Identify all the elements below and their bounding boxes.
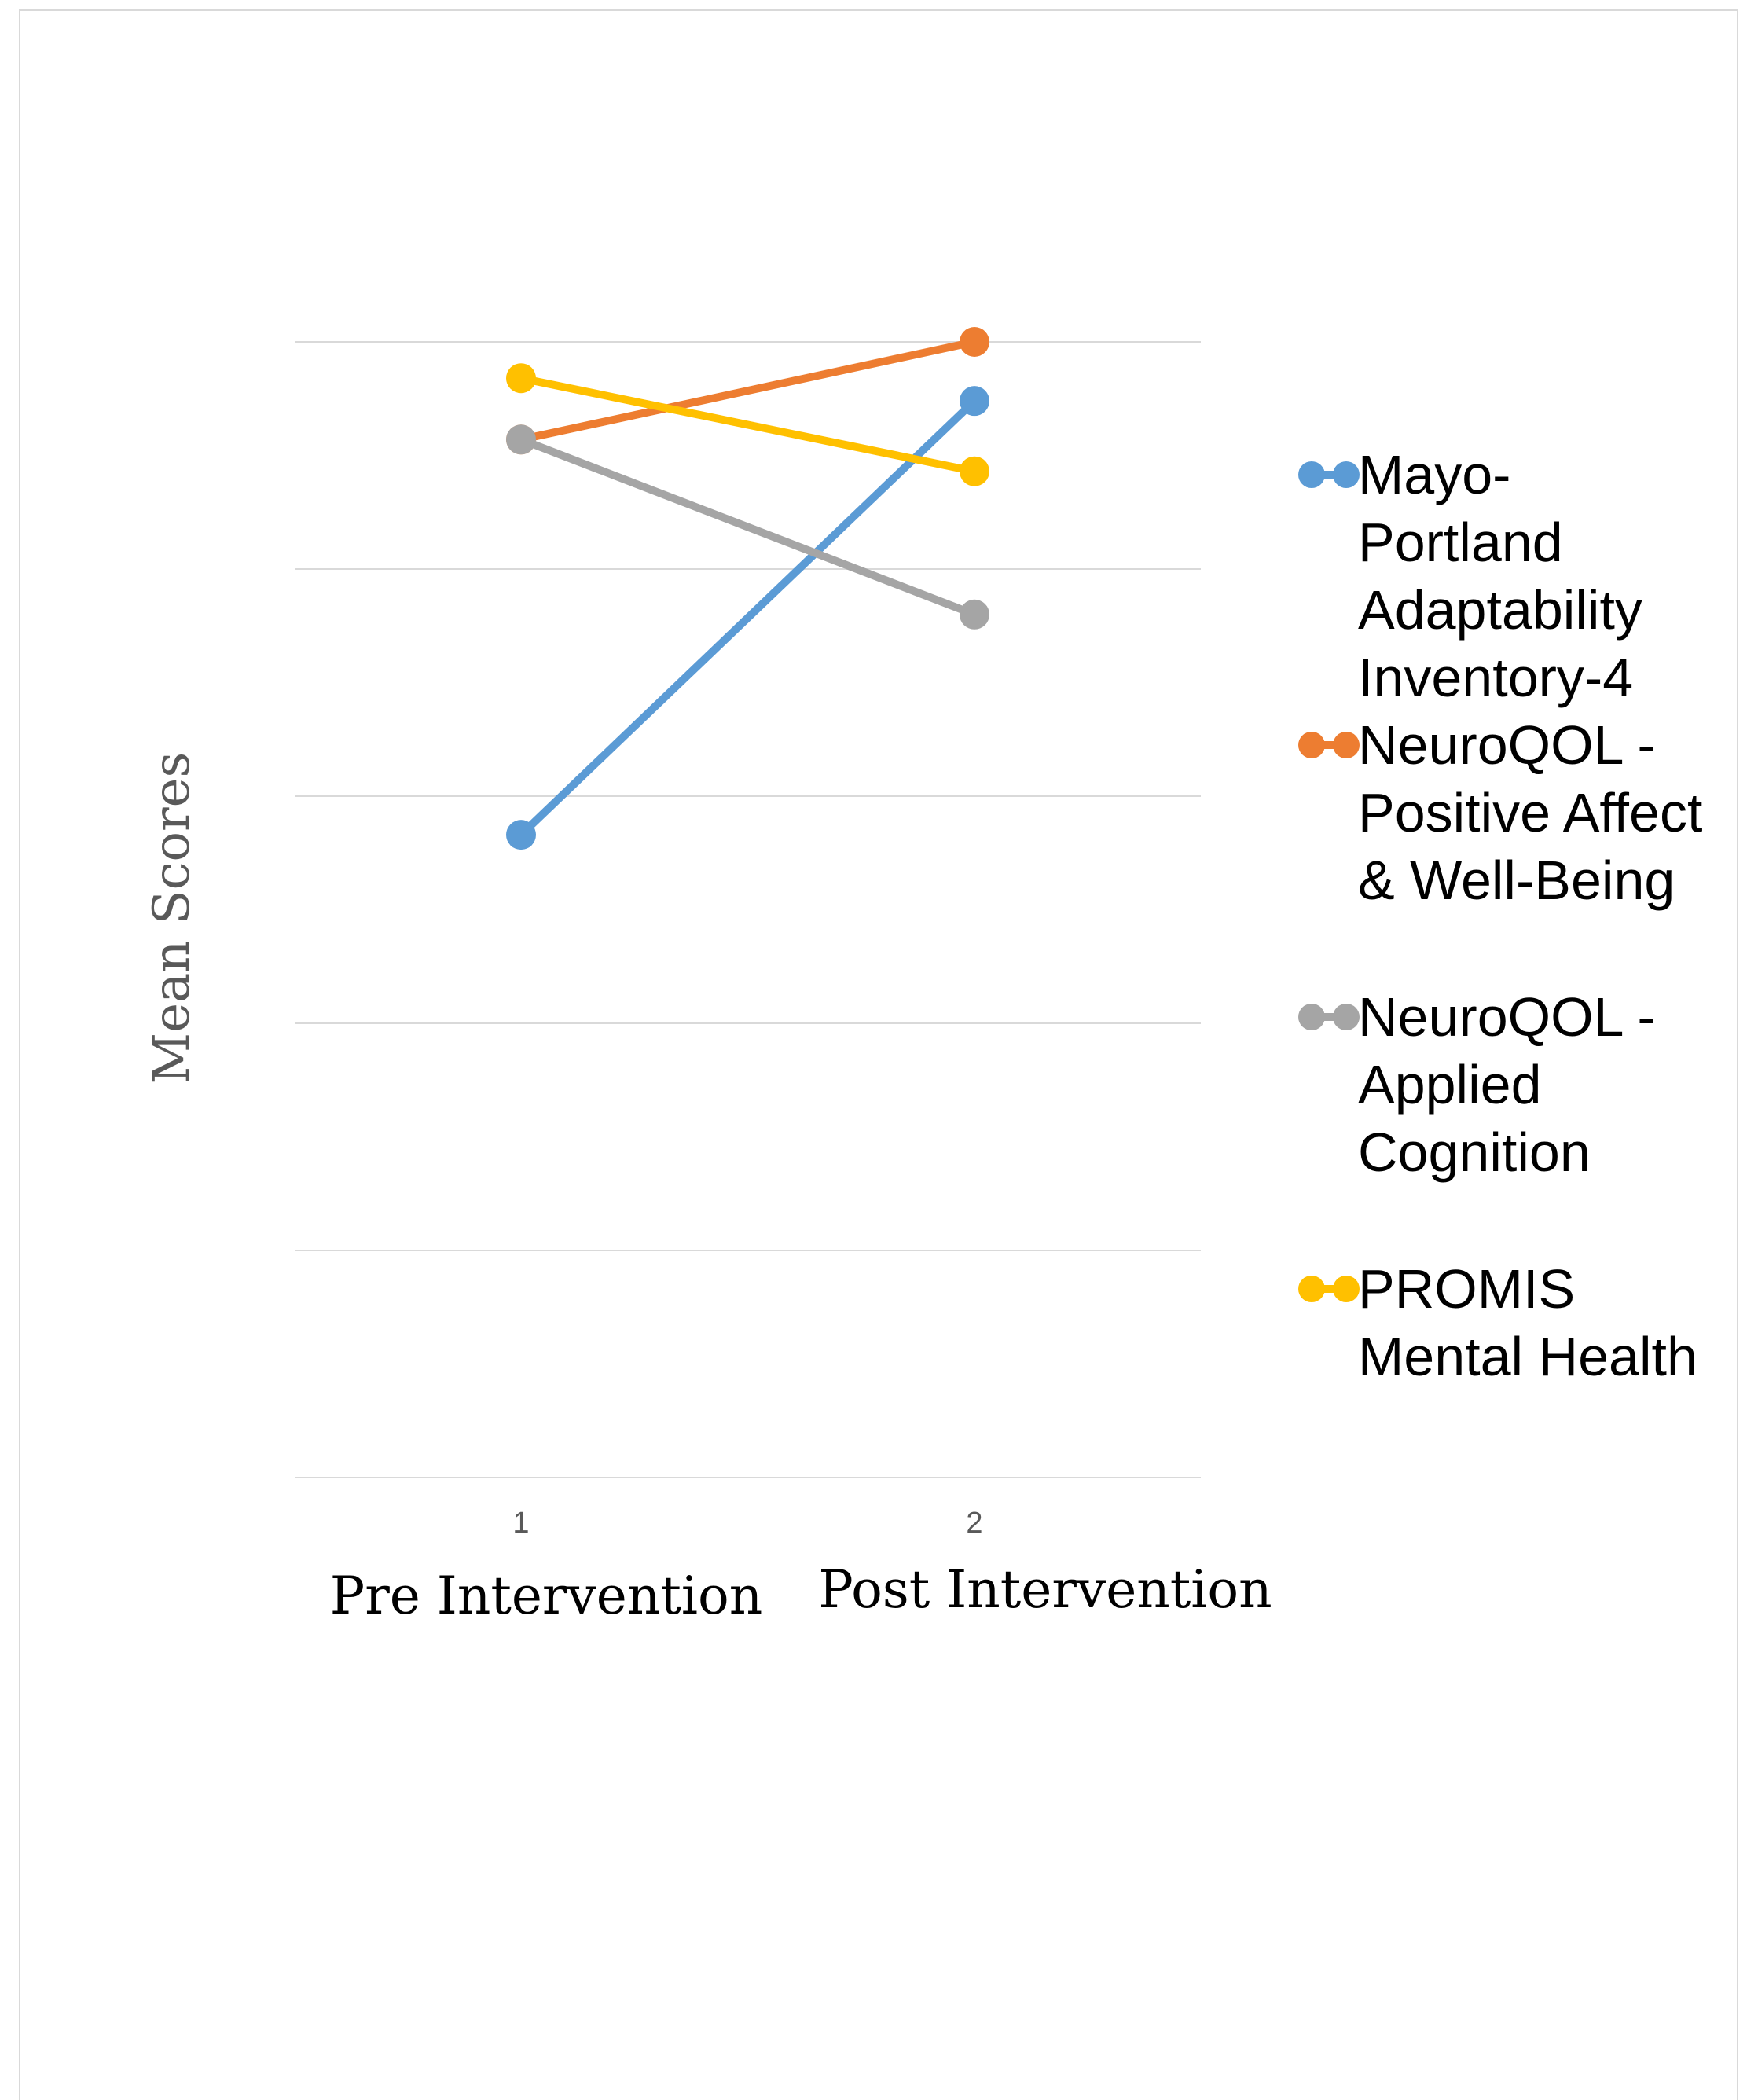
data-point	[506, 363, 536, 394]
data-point	[506, 820, 536, 850]
series-1	[506, 386, 989, 850]
legend-label-line: PROMIS	[1358, 1258, 1575, 1320]
legend-label-line: NeuroQOL -	[1358, 714, 1656, 776]
data-point	[960, 456, 989, 486]
x-tick-label: 2	[966, 1507, 982, 1540]
series-line	[517, 397, 978, 839]
series-4	[506, 363, 989, 486]
legend-label-line: Portland	[1358, 512, 1563, 573]
gridlines	[295, 341, 1201, 1478]
legend-item: NeuroQOL -Applied Cognition	[1298, 986, 1656, 1183]
series-line	[517, 435, 978, 619]
legend-marker	[1298, 1004, 1325, 1030]
legend-item: NeuroQOL -Positive Affect & Well-Being	[1298, 714, 1702, 911]
legend-label-line: & Well-Being	[1358, 850, 1675, 911]
chart-frame	[19, 9, 1738, 2100]
x-tick-label: 1	[512, 1507, 529, 1540]
legend-marker	[1333, 1276, 1360, 1302]
data-point	[960, 386, 989, 417]
legend-marker	[1333, 1004, 1360, 1030]
legend-label-line: Cognition	[1358, 1122, 1591, 1183]
series-line	[517, 338, 978, 444]
legend-marker	[1298, 461, 1325, 488]
legend-label-line: Mental Health	[1358, 1326, 1697, 1387]
series-line	[517, 374, 978, 475]
legend-label-line: NeuroQOL -	[1358, 986, 1656, 1048]
data-point	[960, 327, 989, 357]
legend: Mayo-PortlandAdaptabilityInventory-4Neur…	[1298, 444, 1702, 1387]
legend-marker	[1298, 1276, 1325, 1302]
legend-marker	[1298, 732, 1325, 758]
x-category-labels: Pre Intervention Post Intervention	[330, 1559, 1272, 1626]
legend-label-line: Positive Affect	[1358, 782, 1702, 843]
data-point	[506, 424, 536, 455]
y-axis-title: Mean Scores	[143, 752, 201, 1085]
legend-label-line: Mayo-	[1358, 444, 1510, 505]
legend-label-line: Inventory-4	[1358, 647, 1633, 708]
legend-marker	[1333, 461, 1360, 488]
x-category-label: Post Intervention	[818, 1559, 1272, 1620]
legend-label-line: Applied	[1358, 1054, 1542, 1115]
legend-label-line: Adaptability	[1358, 579, 1642, 641]
series-3	[506, 424, 989, 630]
legend-marker	[1333, 732, 1360, 758]
series-layer	[506, 327, 989, 850]
x-category-label: Pre Intervention	[330, 1566, 762, 1626]
data-point	[960, 599, 989, 630]
